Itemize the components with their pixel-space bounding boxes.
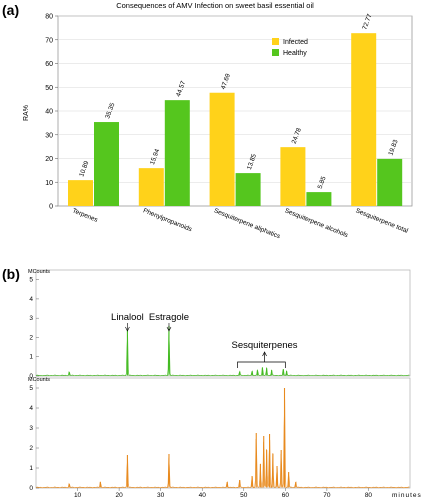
y-axis-label: RA%: [23, 105, 30, 121]
y-tick-label: 40: [45, 109, 53, 116]
x-tick-label: 80: [365, 492, 373, 499]
bar-healthy: [377, 158, 403, 206]
bar-healthy: [164, 100, 190, 206]
x-tick-label: Sesquiterpene total: [354, 207, 409, 235]
legend-label: Healthy: [283, 50, 307, 57]
bar-healthy: [235, 173, 261, 206]
trace-frame: [35, 377, 411, 489]
x-tick-label: 10: [74, 492, 82, 499]
y-tick-label: 0: [29, 485, 33, 492]
y-tick-label: 5: [29, 385, 33, 392]
y-tick-label: 3: [29, 425, 33, 432]
annotation-arrowhead: [125, 326, 130, 332]
y-axis-label: MCounts: [28, 269, 50, 275]
x-tick-label: Sesquiterpene aliphatics: [213, 207, 282, 240]
x-tick-label: Terpenes: [71, 207, 99, 224]
bar-infected: [68, 180, 93, 206]
y-tick-label: 4: [29, 405, 33, 412]
chromatogram-trace: [35, 399, 410, 489]
annotation-label: Sesquiterpenes: [232, 340, 298, 351]
y-tick-label: 50: [45, 85, 53, 92]
y-tick-label: 60: [45, 61, 53, 68]
annotation-label: Linalool: [111, 312, 144, 323]
annotation-arrowhead: [166, 326, 172, 332]
x-tick-label: Sesquiterpene alcohols: [284, 207, 350, 239]
x-axis-label: minutes: [392, 492, 422, 499]
y-tick-label: 3: [29, 315, 33, 322]
y-tick-label: 80: [45, 14, 53, 21]
x-tick-label: 70: [323, 492, 331, 499]
y-axis-label: MCounts: [28, 377, 50, 383]
y-tick-label: 0: [49, 204, 53, 211]
x-tick-label: 30: [157, 492, 165, 499]
y-tick-label: 5: [29, 277, 33, 284]
legend-label: Infected: [283, 39, 308, 46]
panel-label-a: (a): [2, 2, 20, 18]
bar-chart: Consequences of AMV Infection on sweet b…: [23, 1, 413, 241]
legend-swatch-healthy: [272, 49, 279, 56]
chromatogram-trace: [35, 331, 410, 377]
y-tick-label: 2: [29, 445, 33, 452]
bar-infected: [138, 168, 164, 206]
annotation-arrowhead: [262, 351, 267, 357]
y-tick-label: 1: [29, 465, 33, 472]
bar-infected: [209, 92, 235, 206]
legend-swatch-infected: [272, 38, 279, 45]
bar-healthy: [306, 192, 332, 206]
y-tick-label: 10: [45, 180, 53, 187]
x-tick-label: Phenylpropanoids: [142, 207, 194, 233]
data-label: 5.85: [317, 175, 328, 190]
chart-title: Consequences of AMV Infection on sweet b…: [116, 1, 314, 10]
annotation-bracket: [237, 361, 286, 368]
trace-frame: [35, 269, 411, 377]
x-tick-label: 60: [282, 492, 290, 499]
bar-infected: [351, 33, 377, 206]
x-tick-label: 20: [115, 492, 123, 499]
x-tick-label: 50: [240, 492, 248, 499]
y-tick-label: 1: [29, 354, 33, 361]
y-tick-label: 0: [29, 373, 33, 380]
y-tick-label: 30: [45, 132, 53, 139]
panel-label-b: (b): [2, 266, 20, 282]
annotation-label: Estragole: [149, 312, 189, 323]
chromatogram-bottom: MCounts 0 1 2 3 4 5 10 20 30 40 50 60 70 80 minutes: [28, 377, 422, 499]
y-tick-label: 2: [29, 334, 33, 341]
y-tick-label: 4: [29, 296, 33, 303]
bar-healthy: [94, 122, 119, 206]
bar-infected: [280, 147, 306, 206]
y-tick-label: 70: [45, 37, 53, 44]
x-tick-label: 40: [199, 492, 207, 499]
y-tick-label: 20: [45, 156, 53, 163]
